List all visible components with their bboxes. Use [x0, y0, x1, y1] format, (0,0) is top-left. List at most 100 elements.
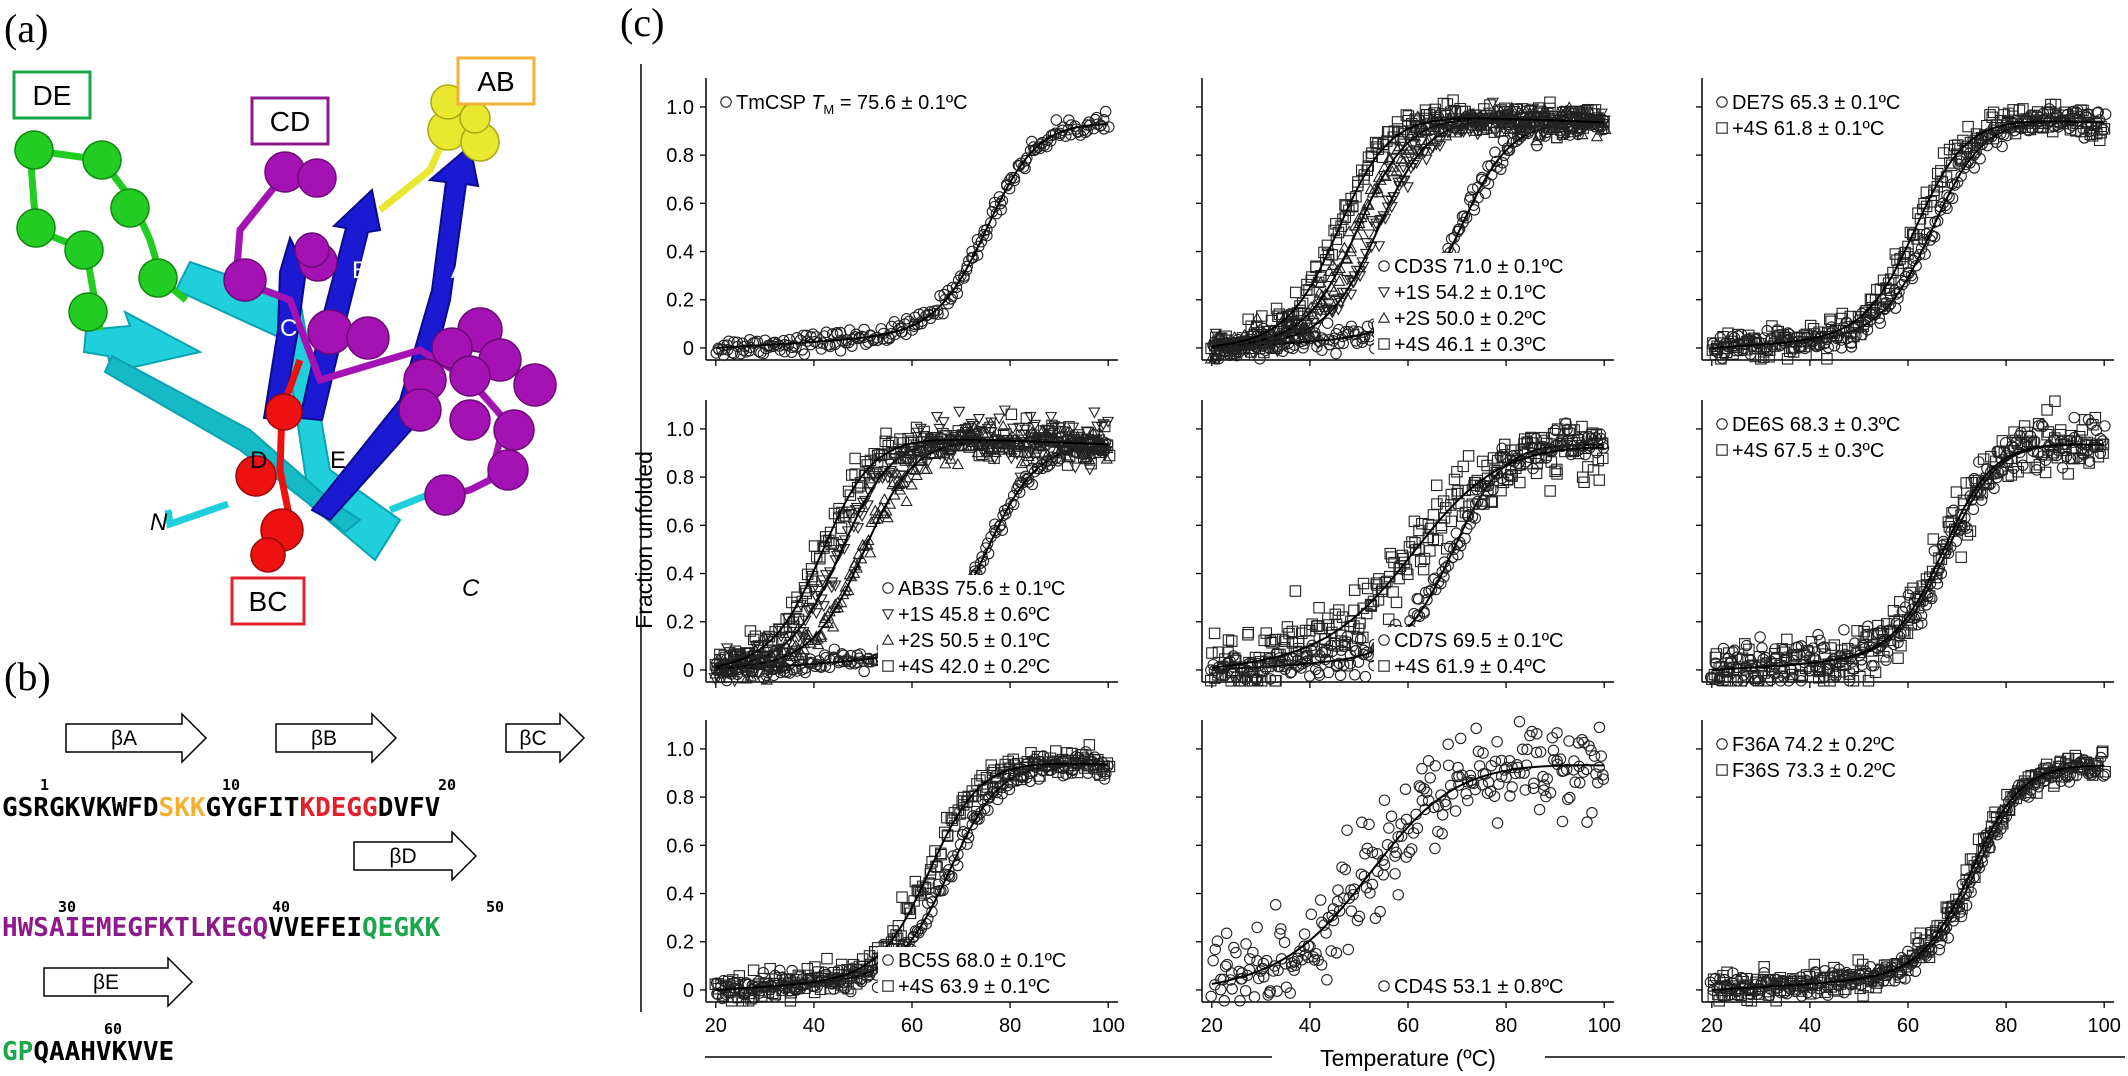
data-point	[1251, 311, 1264, 323]
data-point	[821, 952, 833, 965]
legend: BC5S 68.0 ± 0.1ºC+4S 63.9 ± 0.1ºC	[878, 947, 1077, 999]
strand-label-b: B	[352, 257, 368, 284]
sequence-segment: GSRGKVKWFD	[2, 793, 159, 823]
legend-entry: +2S 50.5 ± 0.1ºC	[898, 630, 1050, 652]
legend-background	[1374, 305, 1557, 331]
x-tick-label: 40	[803, 1015, 825, 1037]
data-point	[1362, 229, 1376, 241]
data-point	[1784, 345, 1796, 358]
data-point	[1445, 515, 1458, 528]
data-point	[760, 646, 772, 659]
data-point	[2046, 125, 2059, 138]
data-point	[971, 446, 984, 458]
data-point	[1453, 115, 1465, 127]
loop-label-bc: BC	[249, 586, 288, 617]
data-point	[855, 510, 869, 523]
data-point	[1874, 317, 1887, 329]
data-point	[1866, 659, 1878, 672]
data-point	[1337, 213, 1349, 225]
data-point	[953, 406, 966, 418]
data-point	[1099, 105, 1112, 118]
data-point	[1544, 102, 1556, 115]
legend-entry: TmCSP TM = 75.6 ± 0.1ºC	[736, 92, 968, 117]
data-point	[1722, 327, 1734, 339]
data-point	[1403, 143, 1416, 155]
data-point	[1290, 330, 1303, 342]
data-point	[812, 638, 825, 650]
residue-number: 10	[222, 776, 240, 794]
residue-number: 40	[272, 898, 290, 916]
data-point	[1332, 304, 1345, 316]
strand-arrow-3	[505, 712, 586, 764]
data-point	[878, 493, 891, 505]
data-point	[1491, 735, 1503, 748]
data-point	[1987, 132, 2000, 145]
data-point	[955, 270, 967, 282]
data-point	[1955, 551, 1967, 563]
fit-curve	[715, 123, 1109, 349]
legend-entry: DE7S 65.3 ± 0.1ºC	[1732, 92, 1900, 114]
data-point	[1818, 336, 1830, 349]
data-point	[1913, 229, 1926, 241]
data-point	[1442, 738, 1454, 750]
data-point	[807, 328, 819, 340]
data-point	[2083, 125, 2096, 138]
data-point	[1974, 152, 1986, 165]
data-point	[1781, 633, 1793, 646]
legend: CD4S 53.1 ± 0.8ºC	[1374, 973, 1574, 999]
data-point	[1595, 750, 1608, 762]
sequence-segment: QEGKK	[362, 913, 441, 943]
data-point	[1378, 794, 1391, 806]
residue-number: 20	[438, 776, 456, 794]
y-tick-label: 0.2	[666, 290, 694, 312]
sequence-segment: QAAHVKVVE	[33, 1037, 174, 1067]
data-point	[998, 405, 1012, 417]
data-point	[1861, 315, 1873, 328]
data-point	[1334, 669, 1347, 682]
data-point	[783, 612, 796, 625]
data-point	[1258, 346, 1270, 359]
data-point	[765, 663, 778, 675]
data-point	[1289, 286, 1302, 299]
x-tick-label: 40	[1299, 1015, 1321, 1037]
data-point	[832, 549, 845, 561]
data-point	[1285, 309, 1298, 321]
data-point	[896, 891, 908, 903]
data-point	[2009, 127, 2022, 140]
data-point	[829, 580, 842, 592]
data-point	[732, 648, 744, 661]
legend-entry: +4S 61.8 ± 0.1ºC	[1732, 118, 1884, 140]
data-point	[2049, 98, 2062, 111]
data-point	[1536, 128, 1549, 140]
data-point	[865, 515, 878, 527]
data-point	[1597, 452, 1609, 465]
residue-number: 50	[486, 898, 504, 916]
data-point	[1955, 152, 1968, 164]
data-point	[1361, 164, 1374, 177]
data-point	[718, 649, 731, 662]
data-point	[1588, 108, 1600, 120]
data-point	[1882, 300, 1895, 312]
data-point	[882, 439, 895, 452]
legend-entry: DE6S 68.3 ± 0.3ºC	[1732, 414, 1900, 436]
data-point	[993, 520, 1006, 533]
data-point	[1269, 899, 1282, 911]
data-point	[1207, 954, 1219, 967]
data-point	[1362, 198, 1375, 210]
data-point	[2018, 420, 2031, 432]
legend-background	[716, 89, 978, 115]
data-point	[1007, 489, 1020, 502]
data-point	[1576, 420, 1588, 433]
data-point	[737, 671, 749, 684]
data-point	[1488, 126, 1501, 138]
data-point	[1405, 843, 1418, 855]
data-point	[1270, 675, 1282, 687]
data-point	[858, 323, 870, 336]
data-point	[2095, 126, 2107, 139]
data-point	[2080, 109, 2093, 121]
data-point	[843, 506, 855, 518]
sequence-segment: KDEGG	[299, 793, 377, 823]
data-point	[1941, 189, 1953, 202]
data-point	[2062, 468, 2074, 480]
